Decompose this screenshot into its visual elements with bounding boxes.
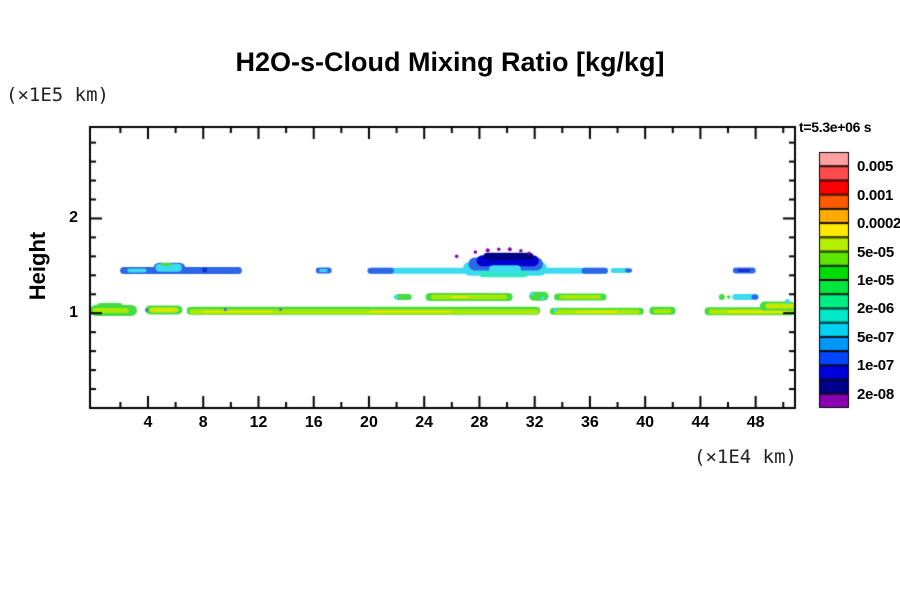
x-tick-label: 16 xyxy=(304,414,323,431)
colorbar-tick-label: 1e-05 xyxy=(857,272,894,289)
y-tick-label: 1 xyxy=(69,304,78,322)
colorbar-tick-label: 5e-05 xyxy=(857,243,894,261)
chart-title: H2O-s-Cloud Mixing Ratio [kg/kg] xyxy=(235,47,665,77)
colorbar-time-label: t=5.3e+06 s xyxy=(799,119,872,135)
x-tick-label: 8 xyxy=(198,414,208,431)
x-tick-label: 24 xyxy=(415,414,434,431)
x-tick-label: 28 xyxy=(470,414,489,431)
x-tick-label: 36 xyxy=(581,414,599,431)
colorbar-tick-label: 0.001 xyxy=(857,186,894,204)
x-tick-label: 32 xyxy=(525,414,544,431)
x-tick-label: 40 xyxy=(636,414,655,431)
x-tick-label: 4 xyxy=(143,414,153,431)
colorbar-tick-label: 1e-07 xyxy=(857,357,894,375)
y-axis-unit-label: (×1E5 km) xyxy=(6,84,109,106)
colorbar-tick-label: 2e-06 xyxy=(857,300,894,318)
colorbar-tick-label: 0.0002 xyxy=(857,215,900,233)
x-tick-label: 20 xyxy=(360,414,378,431)
x-tick-label: 48 xyxy=(746,414,765,431)
colorbar-tick-label: 0.005 xyxy=(857,158,894,176)
y-axis-title: Height xyxy=(25,231,50,301)
x-axis-unit-label: (×1E4 km) xyxy=(694,446,797,468)
y-tick-label: 2 xyxy=(69,209,78,227)
x-tick-label: 44 xyxy=(691,414,710,431)
colorbar-tick-label: 2e-08 xyxy=(857,385,894,403)
colorbar-tick-label: 5e-07 xyxy=(857,328,894,346)
x-tick-label: 12 xyxy=(249,414,268,431)
